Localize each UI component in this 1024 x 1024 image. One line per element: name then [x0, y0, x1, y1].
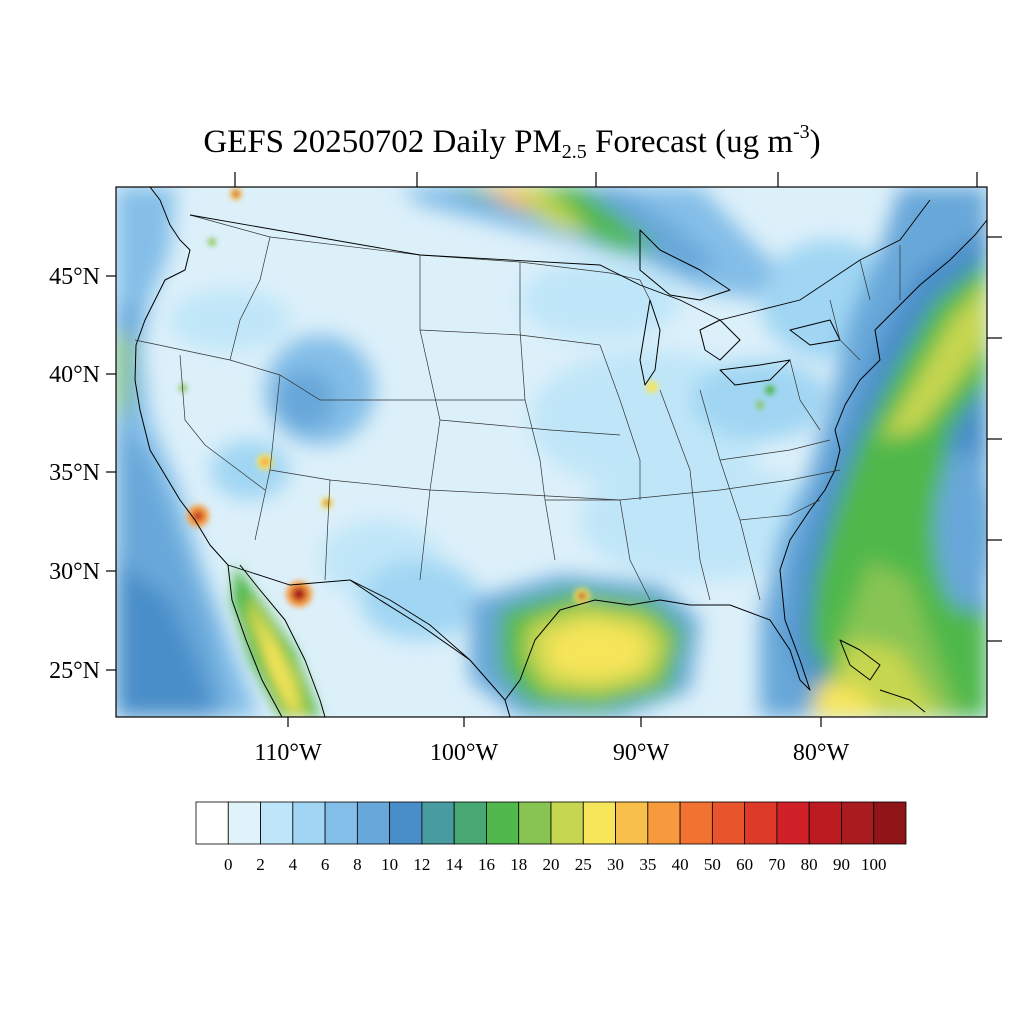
- colorbar-swatch: [518, 801, 552, 845]
- colorbar-swatch: [356, 801, 391, 845]
- lat-label-35: 35°N: [49, 460, 100, 486]
- colorbar-label: 20: [543, 855, 560, 874]
- plot-frame: [115, 186, 988, 718]
- colorbar-label: 14: [446, 855, 464, 874]
- fire-hotspots: [179, 188, 775, 607]
- pacific-plume: [116, 187, 260, 717]
- colorbar-label: 16: [478, 855, 495, 874]
- colorbar-label: 8: [353, 855, 362, 874]
- coastlines: [134, 187, 987, 717]
- colorbar-swatch: [260, 801, 294, 845]
- colorbar-swatch: [776, 801, 810, 845]
- colorbar-swatch: [808, 801, 842, 845]
- colorbar-label: 90: [833, 855, 850, 874]
- axis-ticks: [106, 172, 1002, 727]
- colorbar-swatch: [550, 801, 584, 845]
- lat-label-40: 40°N: [49, 362, 100, 388]
- colorbar-swatch: [292, 801, 326, 845]
- title-superscript: -3: [793, 121, 810, 143]
- lat-label-25: 25°N: [49, 658, 100, 684]
- colorbar-label: 60: [736, 855, 753, 874]
- colorbar-label: 0: [224, 855, 233, 874]
- colorbar-swatch: [324, 801, 358, 845]
- colorbar-swatch: [227, 801, 261, 845]
- canada-plume: [400, 187, 780, 300]
- colorbar-label: 4: [289, 855, 298, 874]
- colorbar-label: 35: [639, 855, 656, 874]
- colorbar-swatch: [195, 801, 229, 845]
- lat-label-45: 45°N: [49, 264, 100, 290]
- colorbar-label: 30: [607, 855, 624, 874]
- state-lines: [134, 214, 901, 601]
- colorbar-swatch: [486, 801, 520, 845]
- colorbar-label: 70: [768, 855, 785, 874]
- colorbar-swatch: [744, 801, 778, 845]
- gulf-plume: [470, 575, 700, 717]
- atlantic-plume: [760, 187, 987, 717]
- colorbar-swatch: [873, 801, 907, 845]
- colorbar-swatch: [841, 801, 875, 845]
- colorbar-swatch: [421, 801, 455, 845]
- colorbar-label: 2: [256, 855, 265, 874]
- colorbar-label: 50: [704, 855, 721, 874]
- lon-label-90w: 90°W: [613, 740, 670, 766]
- colorbar-swatch: [647, 801, 681, 845]
- pm25-field: [116, 187, 987, 717]
- baja-plume: [232, 565, 320, 717]
- lon-label-100w: 100°W: [430, 740, 499, 766]
- colorbar-label: 6: [321, 855, 330, 874]
- country-borders: [189, 199, 931, 661]
- colorbar-swatch: [711, 801, 746, 845]
- colorbar-label: 18: [510, 855, 527, 874]
- title-subscript: 2.5: [561, 141, 587, 163]
- title-text-middle: Forecast (ug m: [586, 124, 793, 160]
- title-text: GEFS 20250702 Daily PM: [203, 124, 562, 160]
- colorbar-swatch: [679, 801, 713, 845]
- lat-label-30: 30°N: [49, 559, 100, 585]
- colorbar-swatch: [615, 801, 649, 845]
- colorbar-label: 40: [672, 855, 689, 874]
- colorbar-swatch: [389, 801, 423, 845]
- colorbar-swatch: [453, 801, 487, 845]
- colorbar-label: 12: [413, 855, 430, 874]
- lon-label-80w: 80°W: [793, 740, 850, 766]
- colorbar: 0 2 4 6 8 10 12 14 16 18 20 25 30 35 40 50 60 70 80 90 100: [195, 801, 907, 874]
- map-title: GEFS 20250702 Daily PM2.5 Forecast (ug m…: [0, 110, 1024, 174]
- lat-labels: 45°N 40°N 35°N 30°N 25°N: [49, 264, 100, 684]
- lon-label-110w: 110°W: [254, 740, 322, 766]
- colorbar-label: 10: [381, 855, 398, 874]
- title-text-suffix: ): [809, 124, 821, 160]
- colorbar-label: 80: [801, 855, 818, 874]
- colorbar-label: 100: [861, 855, 887, 874]
- colorbar-swatch: [582, 801, 616, 845]
- colorbar-label: 25: [575, 855, 592, 874]
- lon-labels: 110°W 100°W 90°W 80°W: [254, 740, 849, 766]
